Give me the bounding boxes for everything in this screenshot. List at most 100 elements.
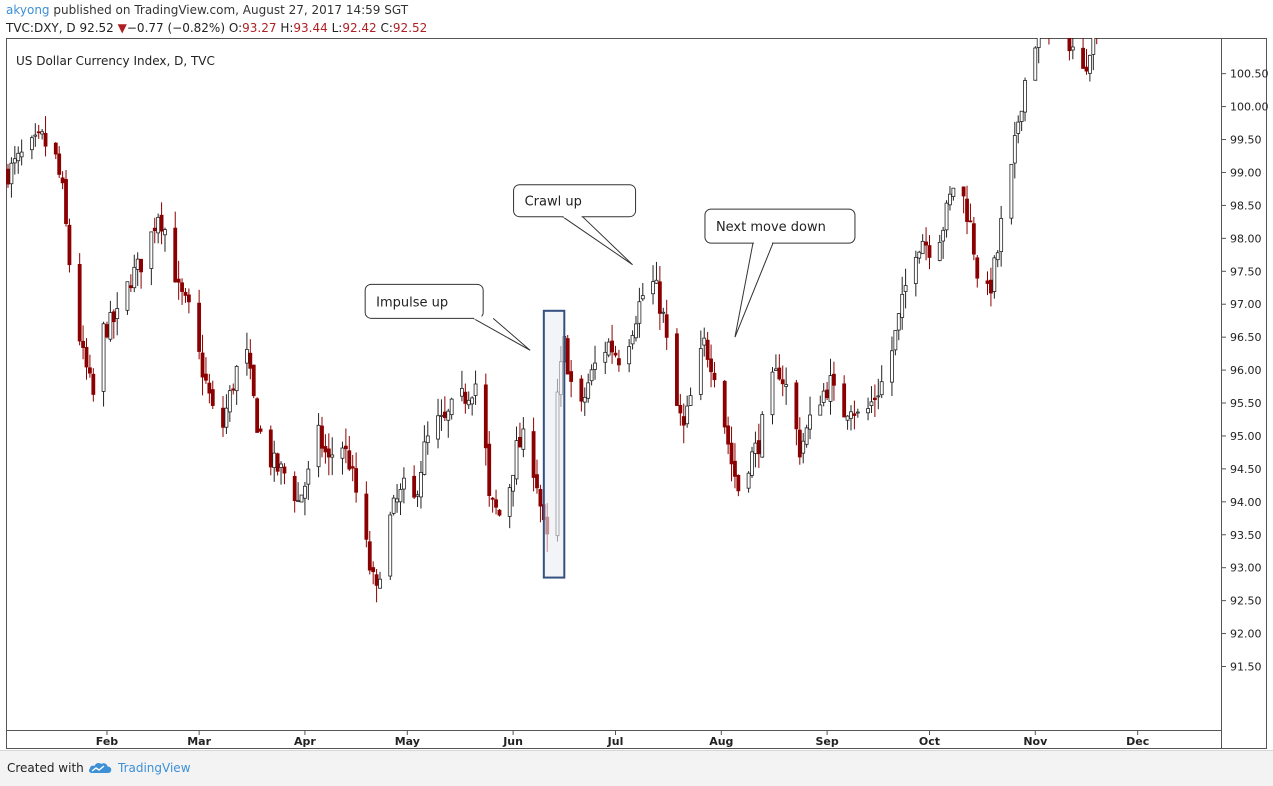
candle	[249, 339, 252, 379]
candle-body	[10, 163, 13, 184]
candle-body	[232, 389, 235, 390]
candle	[126, 282, 129, 315]
candle-body	[1085, 67, 1088, 71]
candle	[522, 417, 525, 457]
candle-body	[419, 472, 422, 496]
candle	[41, 129, 44, 140]
candle	[276, 453, 279, 476]
open-label: O:	[229, 21, 242, 35]
candle	[849, 405, 852, 430]
candle-body	[211, 390, 214, 406]
candle-body	[539, 489, 542, 506]
candle	[1034, 46, 1037, 81]
candlestick-chart[interactable]: 91.5092.0092.5093.0093.5094.0094.5095.00…	[0, 38, 1273, 750]
candle	[993, 255, 996, 298]
candle	[484, 374, 487, 466]
candle	[952, 188, 955, 201]
candle	[88, 355, 91, 378]
candle	[713, 362, 716, 388]
candle	[150, 232, 153, 286]
candle	[918, 251, 921, 264]
candle-body	[7, 169, 10, 184]
candle	[583, 387, 586, 415]
candle-body	[631, 335, 634, 343]
publish-info: akyong published on TradingView.com, Aug…	[6, 3, 408, 17]
candle-body	[897, 314, 900, 330]
candle-body	[379, 579, 382, 588]
candle-body	[587, 383, 590, 398]
candle-body	[303, 486, 306, 498]
candle-body	[682, 417, 685, 426]
candle	[54, 142, 57, 159]
candle	[92, 368, 95, 401]
candle	[689, 388, 692, 406]
candle-body	[761, 415, 764, 458]
candle	[109, 301, 112, 342]
candle-body	[512, 475, 515, 491]
candle-body	[65, 179, 68, 223]
candle-body	[355, 469, 358, 493]
candle-body	[914, 257, 917, 283]
candle-body	[423, 442, 426, 475]
candle-body	[757, 441, 760, 454]
candle	[658, 266, 661, 330]
candle	[198, 290, 201, 359]
candle-body	[617, 359, 620, 365]
candle-body	[17, 153, 20, 160]
candle-body	[570, 372, 573, 382]
callout-join	[474, 316, 492, 319]
candle-body	[754, 443, 757, 453]
candle-body	[873, 398, 876, 400]
candle-body	[989, 280, 992, 293]
author-link[interactable]: akyong	[6, 3, 50, 17]
tradingview-cloud-icon	[88, 761, 112, 775]
candle	[116, 292, 119, 335]
candle	[327, 433, 330, 475]
candle-body	[1024, 80, 1027, 112]
candle-body	[942, 230, 945, 241]
candle	[317, 413, 320, 477]
candle	[447, 409, 450, 438]
candle	[174, 212, 177, 283]
candle-body	[204, 374, 207, 380]
candle-body	[689, 396, 692, 406]
tradingview-label: TradingView	[118, 761, 191, 775]
candle-body	[54, 143, 57, 154]
candle	[512, 475, 515, 506]
y-tick-label: 98.00	[1230, 232, 1262, 245]
candle-body	[658, 282, 661, 314]
candle	[1020, 111, 1023, 131]
candle	[566, 335, 569, 375]
candle	[153, 218, 156, 243]
candle-body	[13, 159, 16, 163]
candle-body	[1082, 48, 1085, 68]
candle-body	[484, 385, 487, 448]
candle-body	[392, 498, 395, 513]
candle-body	[594, 363, 597, 369]
candle	[133, 255, 136, 292]
open-value: 93.27	[242, 21, 276, 35]
candle-body	[536, 475, 539, 488]
candle	[539, 485, 542, 523]
candle	[300, 495, 303, 502]
candle	[682, 404, 685, 444]
price-axis[interactable]: 91.5092.0092.5093.0093.5094.0094.5095.00…	[1221, 68, 1269, 674]
candle-body	[1000, 218, 1003, 251]
candle-body	[140, 259, 143, 272]
callout-join	[564, 215, 582, 218]
candle-body	[163, 230, 166, 235]
candle	[355, 452, 358, 502]
candle	[235, 365, 238, 405]
tradingview-brand[interactable]: TradingView	[88, 759, 191, 777]
candle	[751, 447, 754, 478]
candle	[570, 360, 573, 397]
candle	[802, 433, 805, 463]
candle-body	[389, 515, 392, 576]
candle	[269, 425, 272, 475]
candle-body	[532, 432, 535, 478]
candle-body	[177, 279, 180, 282]
candle-body	[78, 264, 81, 341]
candle-body	[228, 391, 231, 412]
